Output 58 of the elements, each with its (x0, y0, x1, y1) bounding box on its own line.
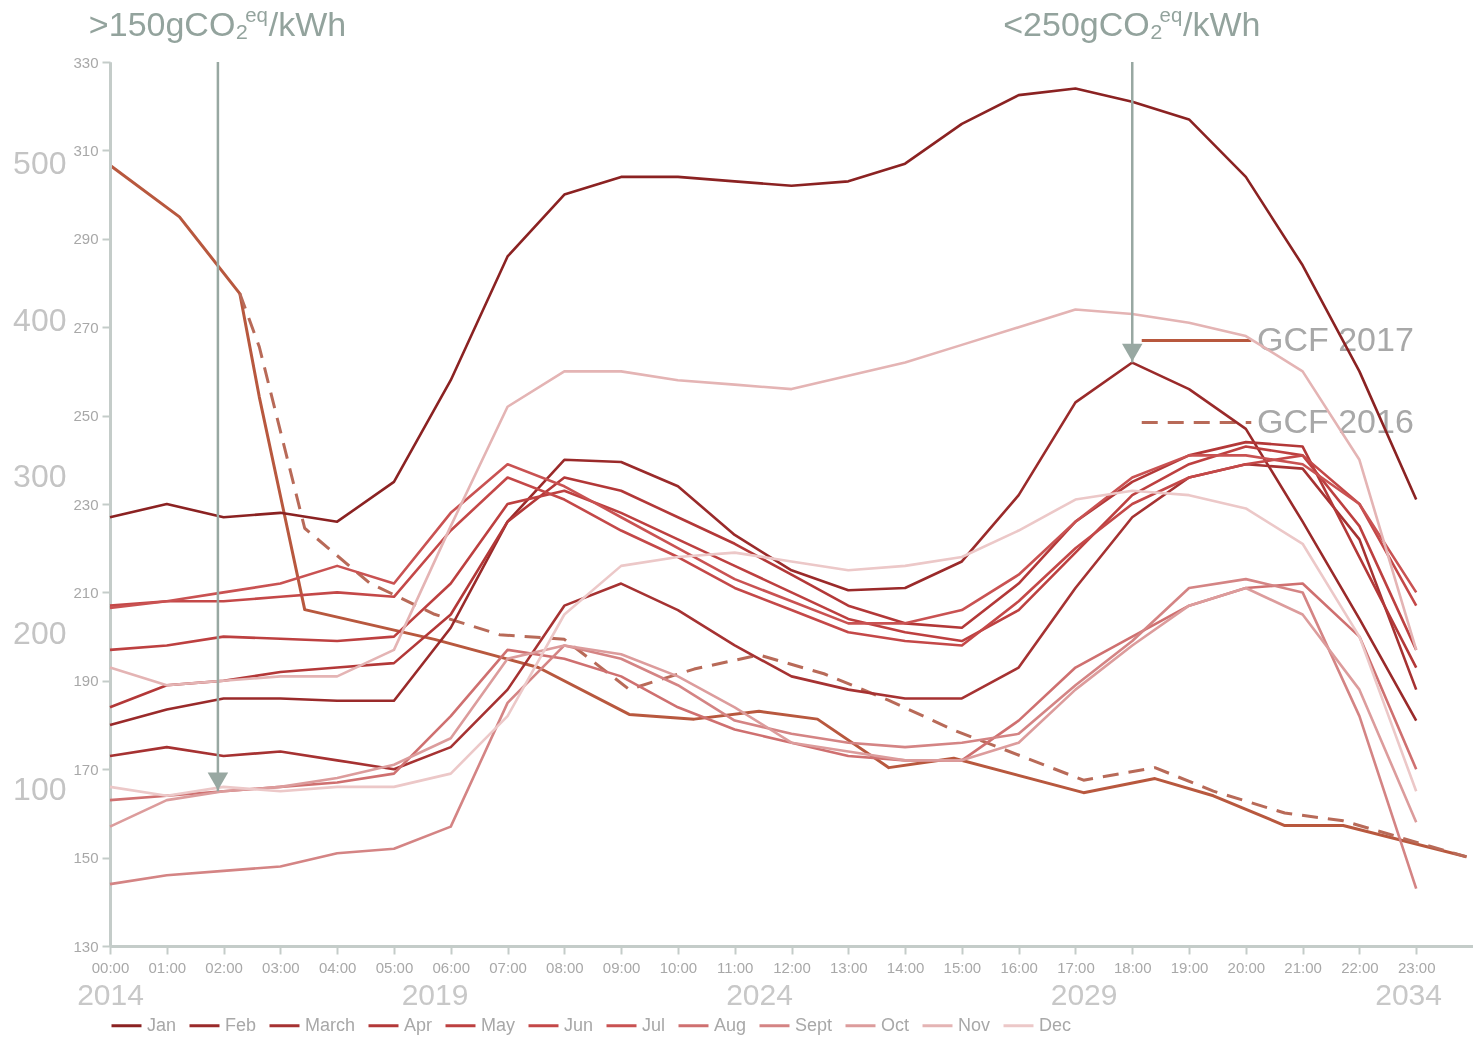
x-tick-label: 16:00 (1000, 958, 1038, 976)
x-tick-label: 08:00 (546, 958, 584, 976)
legend-label: Nov (958, 1014, 991, 1035)
y-tick-label: 170 (73, 760, 99, 778)
line-series (108, 489, 1418, 798)
x-tick-label: 03:00 (262, 958, 300, 976)
x-tick-label: 04:00 (318, 958, 357, 976)
y-tick-label: 500 (13, 145, 67, 182)
x-tick-label: 11:00 (716, 958, 754, 976)
x-tick-label: 10:00 (659, 958, 698, 976)
x-tick-label: 05:00 (375, 958, 414, 976)
line-series (238, 292, 1469, 859)
legend-label: Jul (642, 1014, 666, 1035)
y-tick-label: 290 (73, 230, 99, 248)
legend-label: March (305, 1014, 356, 1035)
y-tick-label: 400 (13, 301, 67, 338)
x-tick-label: 22:00 (1341, 958, 1379, 976)
y-tick-label: 130 (73, 937, 99, 955)
x-tick-label: 02:00 (205, 958, 243, 976)
y-tick-label: 310 (73, 141, 99, 159)
x-tick-label: 15:00 (943, 958, 982, 976)
y-tick-label: 200 (13, 614, 67, 651)
legend-label: Jun (564, 1014, 594, 1035)
legend-label: Apr (404, 1014, 433, 1035)
legend-label: Aug (714, 1014, 747, 1035)
legend-label: Dec (1039, 1014, 1072, 1035)
y-tick-label: 270 (73, 318, 99, 336)
x-tick-label: 12:00 (773, 958, 811, 976)
x-tick-label: 17:00 (1057, 958, 1095, 976)
legend-label: Oct (881, 1014, 910, 1035)
y-tick-label: 190 (73, 672, 99, 690)
x-tick-label: 01:00 (148, 958, 187, 976)
x-tick-label: 06:00 (432, 958, 471, 976)
y-tick-label: 210 (73, 583, 99, 601)
x-tick-label: 00:00 (91, 958, 130, 976)
y-tick-label: 230 (73, 495, 99, 513)
x-tick-label: 13:00 (830, 958, 868, 976)
legend-label: GCF 2017 (1257, 319, 1414, 358)
x-tick-label: 20:00 (1227, 958, 1266, 976)
x-tick-label: 21:00 (1284, 958, 1322, 976)
y-tick-label: 150 (73, 849, 99, 867)
y-tick-label: 250 (73, 407, 99, 425)
legend-label: Sept (795, 1014, 833, 1035)
legend-label: Jan (147, 1014, 177, 1035)
x-tick-label: 23:00 (1397, 958, 1436, 976)
x-tick-label: 07:00 (489, 958, 527, 976)
y-tick-label: 100 (13, 771, 67, 808)
line-series (108, 308, 1418, 687)
x-tick-label: 14:00 (886, 958, 925, 976)
line-series (108, 87, 1418, 523)
y-tick-label: 300 (13, 458, 67, 495)
x-tick-label: 09:00 (602, 958, 641, 976)
y-tick-label: 330 (73, 53, 99, 71)
line-series (108, 577, 1418, 890)
legend-label: Feb (225, 1014, 257, 1035)
x-tick-label: 19:00 (1170, 958, 1209, 976)
x-tick-label: 18:00 (1113, 958, 1152, 976)
legend-label: May (481, 1014, 516, 1035)
